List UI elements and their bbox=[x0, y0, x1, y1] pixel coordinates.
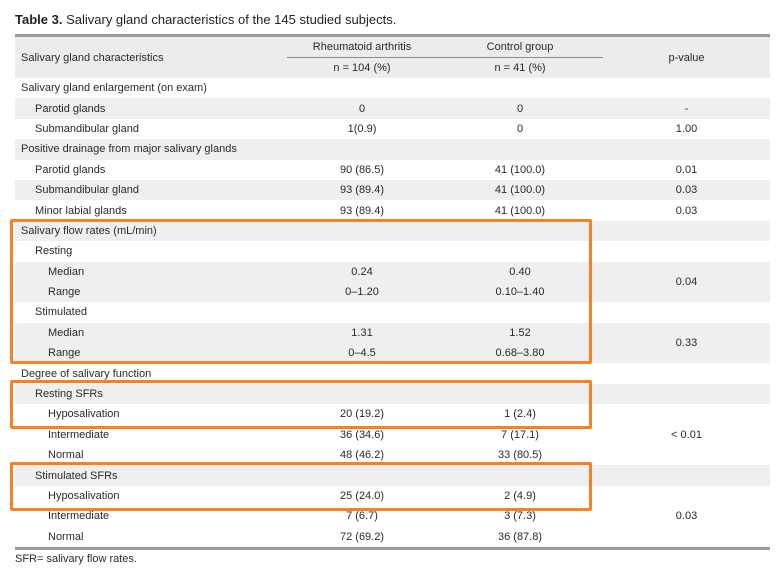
table-cell: Submandibular gland bbox=[35, 184, 139, 197]
table-cell: Hyposalivation bbox=[48, 408, 120, 421]
header-characteristics: Salivary gland characteristics bbox=[21, 51, 164, 64]
table-row: Median 0.24 0.40 0.04 bbox=[15, 261, 770, 288]
table-row: Intermediate 7 (6.7) 3 (7.3) bbox=[15, 506, 770, 526]
table-cell: 2 (4.9) bbox=[504, 490, 536, 502]
table-cell: 0.24 bbox=[351, 265, 373, 278]
header-control: Control group bbox=[486, 41, 554, 53]
table-row: Minor labial glands 93 (89.4) 41 (100.0) 0.… bbox=[15, 200, 770, 220]
table-cell: 7 (6.7) bbox=[346, 510, 378, 523]
table-cell: Range bbox=[48, 347, 81, 360]
header-ra: Rheumatoid arthritis bbox=[312, 41, 412, 53]
header-control-n: n = 41 (%) bbox=[437, 57, 603, 78]
table-cell: 41 (100.0) bbox=[494, 204, 546, 217]
table-cell: - bbox=[684, 102, 689, 115]
table-cell: 36 (87.8) bbox=[497, 530, 543, 543]
table-cell: 48 (46.2) bbox=[339, 449, 385, 462]
table-cell: 1.00 bbox=[675, 122, 698, 135]
section-row: Salivary flow rates (mL/min) bbox=[15, 220, 770, 242]
table-cell: Resting bbox=[35, 245, 73, 258]
p-value: 0.03 bbox=[675, 510, 698, 523]
table-cell: 0 bbox=[358, 102, 366, 115]
table-cell: 1 (2.4) bbox=[504, 408, 536, 421]
table-row: Range 0–1.20 0.10–1.40 bbox=[15, 281, 770, 303]
table-cell: Submandibular gland bbox=[35, 122, 139, 135]
table-cell: Minor labial glands bbox=[35, 204, 127, 217]
table-cell: 33 (80.5) bbox=[497, 449, 543, 462]
table-cell: 0.68–3.80 bbox=[495, 347, 545, 360]
table-cell: 0 bbox=[516, 122, 524, 135]
section-row: Positive drainage from major salivary gl… bbox=[15, 139, 770, 160]
table-row: Median 1.31 1.52 0.33 bbox=[15, 322, 770, 349]
p-value: < 0.01 bbox=[671, 428, 702, 441]
table-row: Normal 48 (46.2) 33 (80.5) bbox=[15, 445, 770, 465]
table-cell: Resting SFRs bbox=[35, 388, 103, 401]
table-cell: 41 (100.0) bbox=[494, 184, 546, 197]
table-cell: Hyposalivation bbox=[48, 490, 120, 502]
table-cell: Parotid glands bbox=[35, 102, 106, 115]
subsection-row: Stimulated bbox=[15, 302, 770, 322]
table-cell: Salivary flow rates (mL/min) bbox=[21, 224, 157, 237]
subsection-row: Stimulated SFRs bbox=[15, 465, 770, 486]
table-cell: 20 (19.2) bbox=[339, 408, 385, 421]
table-cell: 0–1.20 bbox=[345, 286, 379, 299]
table-cell: 7 (17.1) bbox=[501, 428, 539, 441]
table-cell: Degree of salivary function bbox=[21, 367, 152, 380]
subsection-row: Resting SFRs bbox=[15, 383, 770, 405]
table-cell: 93 (89.4) bbox=[339, 204, 385, 217]
table-cell: Range bbox=[48, 286, 81, 299]
table-cell: 0.10–1.40 bbox=[495, 286, 545, 299]
section-row: Salivary gland enlargement (on exam) bbox=[15, 78, 770, 98]
table-cell: Salivary gland enlargement (on exam) bbox=[21, 82, 207, 95]
table-row: Submandibular gland 1(0.9) 0 1.00 bbox=[15, 119, 770, 139]
header-ra-n: n = 104 (%) bbox=[287, 57, 437, 78]
p-value: 0.04 bbox=[675, 275, 698, 288]
subsection-row: Resting bbox=[15, 241, 770, 261]
table-cell: 90 (86.5) bbox=[339, 163, 385, 176]
table-cell: 0.03 bbox=[675, 184, 698, 197]
table-cell: 0.40 bbox=[509, 265, 531, 278]
table-cell: Median bbox=[48, 326, 85, 339]
table-cell: Intermediate bbox=[48, 428, 110, 441]
table-row: Hyposalivation 25 (24.0) 2 (4.9) 0.03 bbox=[15, 486, 770, 522]
header-pvalue: p-value bbox=[668, 51, 705, 64]
section-row: Degree of salivary function bbox=[15, 363, 770, 383]
table-cell: Normal bbox=[48, 530, 84, 543]
table-cell: Normal bbox=[48, 449, 84, 462]
table-cell: 1.52 bbox=[509, 326, 531, 339]
caption-label: Table 3. bbox=[15, 12, 63, 27]
table-cell: 25 (24.0) bbox=[339, 490, 385, 502]
table-cell: 3 (7.3) bbox=[504, 510, 536, 523]
table-row: Range 0–4.5 0.68–3.80 bbox=[15, 343, 770, 364]
table-cell: 0–4.5 bbox=[348, 347, 376, 360]
table-cell: 1.31 bbox=[351, 326, 373, 339]
table-cell: 0 bbox=[516, 102, 524, 115]
table-caption: Table 3. Salivary gland characteristics … bbox=[15, 12, 396, 27]
table-cell: 41 (100.0) bbox=[494, 163, 546, 176]
table-cell: Stimulated bbox=[35, 306, 87, 319]
header-row: Salivary gland characteristics Rheumatoi… bbox=[15, 35, 770, 64]
table-cell: 0.01 bbox=[675, 163, 698, 176]
table-cell: Parotid glands bbox=[35, 163, 106, 176]
table-row: Submandibular gland 93 (89.4) 41 (100.0) 0.… bbox=[15, 179, 770, 201]
table-cell: Positive drainage from major salivary gl… bbox=[21, 143, 237, 156]
table-cell: 93 (89.4) bbox=[339, 184, 385, 197]
table-row: Parotid glands 0 0 - bbox=[15, 98, 770, 119]
table-row: Parotid glands 90 (86.5) 41 (100.0) 0.01 bbox=[15, 160, 770, 180]
table-cell: Intermediate bbox=[48, 510, 110, 523]
table-cell: 72 (69.2) bbox=[339, 530, 385, 543]
p-value: 0.33 bbox=[675, 337, 698, 350]
table-cell: 36 (34.6) bbox=[339, 428, 385, 441]
caption-text: Salivary gland characteristics of the 14… bbox=[66, 12, 397, 27]
footnote: SFR= salivary flow rates. bbox=[15, 553, 137, 565]
table-cell: 1(0.9) bbox=[347, 122, 377, 135]
table-cell: Stimulated SFRs bbox=[35, 469, 118, 482]
table-row: Intermediate 36 (34.6) 7 (17.1) bbox=[15, 425, 770, 445]
table-cell: 0.03 bbox=[675, 204, 698, 217]
table-row: Hyposalivation 20 (19.2) 1 (2.4) < 0.01 bbox=[15, 404, 770, 440]
salivary-table: Salivary gland characteristics Rheumatoi… bbox=[15, 34, 770, 550]
table-cell: Median bbox=[48, 265, 85, 278]
table-row: Normal 72 (69.2) 36 (87.8) bbox=[15, 527, 770, 549]
